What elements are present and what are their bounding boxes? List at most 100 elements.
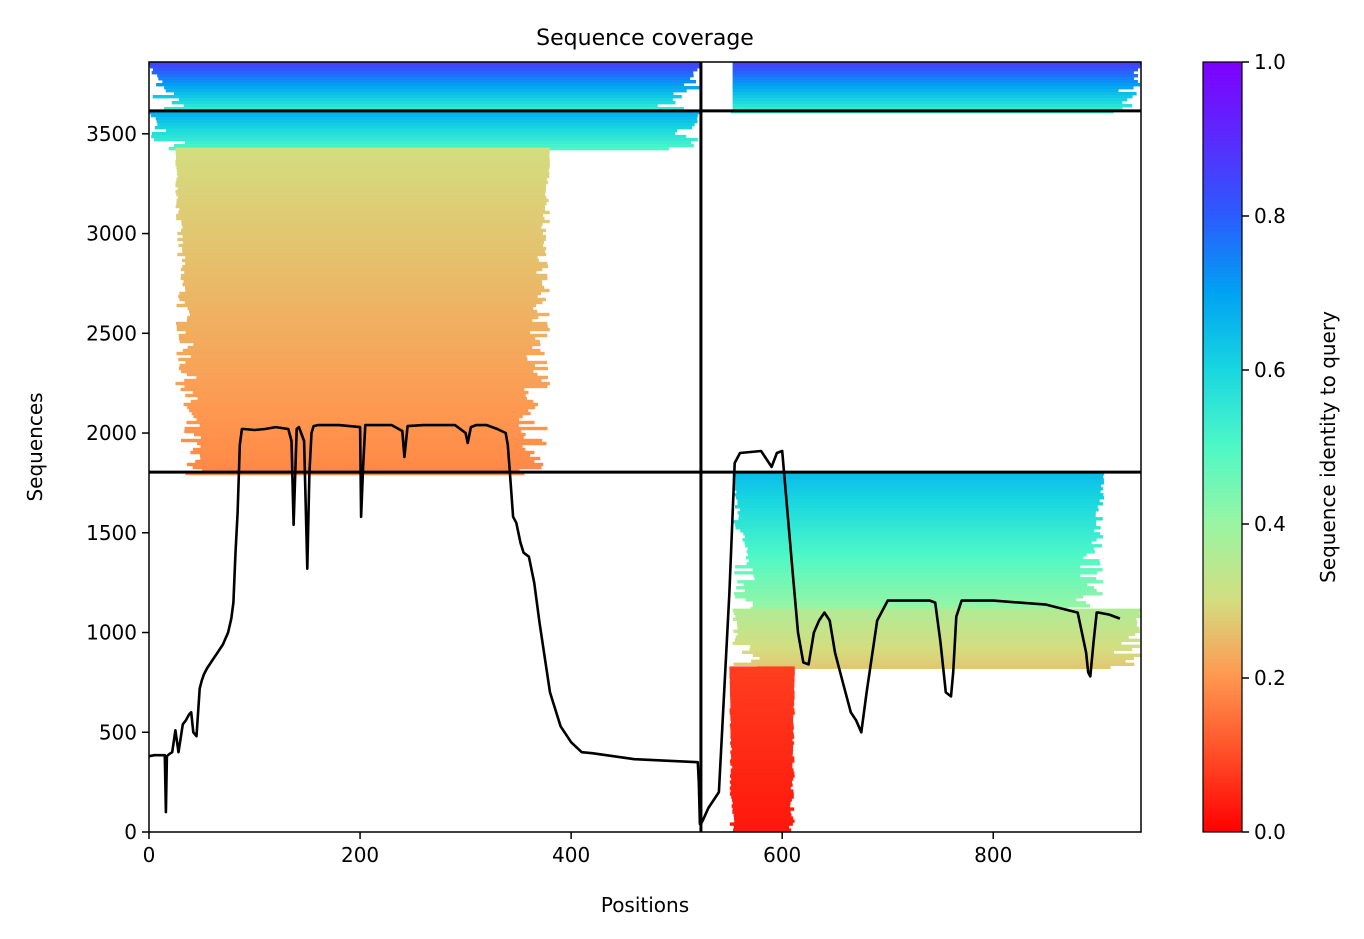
msa-row — [181, 438, 543, 443]
msa-row — [186, 462, 544, 467]
msa-row — [730, 690, 795, 694]
msa-row — [185, 261, 548, 266]
msa-row — [729, 684, 795, 688]
msa-row — [747, 553, 1087, 557]
msa-row — [707, 77, 1135, 81]
msa-row — [164, 86, 700, 90]
msa-row — [729, 669, 795, 673]
msa-row — [184, 429, 522, 434]
msa-row — [733, 629, 1140, 633]
msa-row — [734, 592, 1103, 596]
msa-row — [181, 258, 539, 263]
colorbar-tick-label: 0.8 — [1254, 204, 1286, 228]
msa-row — [184, 300, 543, 305]
msa-row — [729, 792, 794, 796]
msa-row — [734, 816, 794, 820]
msa-row — [733, 825, 790, 829]
y-axis-label: Sequences — [23, 392, 47, 501]
msa-row — [179, 291, 542, 296]
msa-row — [189, 309, 538, 314]
msa-row — [733, 493, 1104, 497]
msa-row — [734, 638, 1140, 642]
msa-row — [180, 276, 548, 281]
msa-row — [184, 384, 548, 389]
msa-row — [731, 777, 794, 781]
msa-row — [733, 662, 1135, 666]
colorbar-ticks: 0.0 0.2 0.4 0.6 0.8 1.0 — [1242, 50, 1286, 844]
msa-row — [185, 255, 538, 260]
msa-row — [729, 675, 795, 679]
msa-row — [181, 273, 548, 278]
msa-row — [179, 339, 540, 344]
y-tick-label: 2000 — [86, 421, 137, 445]
msa-row — [153, 68, 698, 72]
msa-row — [733, 813, 792, 817]
msa-row — [176, 321, 548, 326]
msa-row — [731, 804, 791, 808]
msa-row — [178, 357, 528, 362]
msa-row — [181, 228, 547, 233]
msa-row — [182, 234, 546, 239]
msa-row — [164, 107, 684, 111]
msa-row — [178, 336, 536, 341]
coverage-line — [148, 423, 1121, 826]
msa-row — [154, 137, 698, 142]
msa-row — [157, 122, 695, 127]
msa-row — [730, 705, 794, 709]
msa-row — [185, 288, 550, 293]
msa-row — [196, 375, 549, 380]
msa-row — [730, 702, 795, 706]
msa-row — [176, 192, 545, 197]
msa-row — [182, 225, 542, 230]
msa-row — [730, 750, 793, 754]
msa-row — [730, 720, 794, 724]
msa-row — [752, 604, 1091, 608]
msa-row — [154, 125, 693, 130]
msa-row — [729, 780, 792, 784]
msa-row — [192, 465, 542, 470]
msa-row — [176, 168, 549, 173]
msa-row — [710, 98, 1128, 102]
msa-row — [730, 768, 794, 772]
chart-title: Sequence coverage — [536, 26, 754, 51]
msa-row — [735, 496, 1104, 500]
msa-row — [177, 231, 544, 236]
msa-row — [184, 140, 692, 145]
msa-row — [738, 517, 1103, 521]
msa-row — [182, 264, 549, 269]
msa-row — [165, 89, 687, 93]
msa-row — [729, 711, 795, 715]
msa-row — [178, 294, 538, 299]
x-axis-ticks: 0 200 400 600 800 — [143, 832, 1012, 867]
msa-row — [178, 243, 544, 248]
msa-row — [192, 390, 529, 395]
msa-row — [175, 159, 550, 164]
msa-row — [177, 186, 546, 191]
colorbar-label: Sequence identity to query — [1316, 311, 1340, 583]
msa-row — [176, 171, 550, 176]
msa-row — [759, 656, 1134, 660]
msa-row — [184, 378, 542, 383]
msa-row — [179, 297, 546, 302]
y-tick-label: 3000 — [86, 222, 137, 246]
msa-row — [730, 714, 794, 718]
msa-row — [178, 366, 549, 371]
msa-row — [730, 741, 795, 745]
msa-row — [179, 207, 546, 212]
msa-row — [752, 653, 1141, 657]
msa-row — [183, 240, 544, 245]
msa-row — [177, 252, 547, 257]
msa-row — [193, 414, 523, 419]
msa-row — [744, 583, 1088, 587]
msa-row — [730, 762, 793, 766]
msa-row — [729, 708, 795, 712]
msa-row — [739, 514, 1096, 518]
msa-row — [190, 354, 527, 359]
msa-row — [151, 131, 676, 136]
msa-row — [710, 95, 1133, 99]
msa-row — [733, 487, 1104, 491]
msa-row — [744, 541, 1092, 545]
msa-row — [179, 363, 535, 368]
msa-row — [729, 687, 794, 691]
msa-row — [732, 641, 1122, 645]
